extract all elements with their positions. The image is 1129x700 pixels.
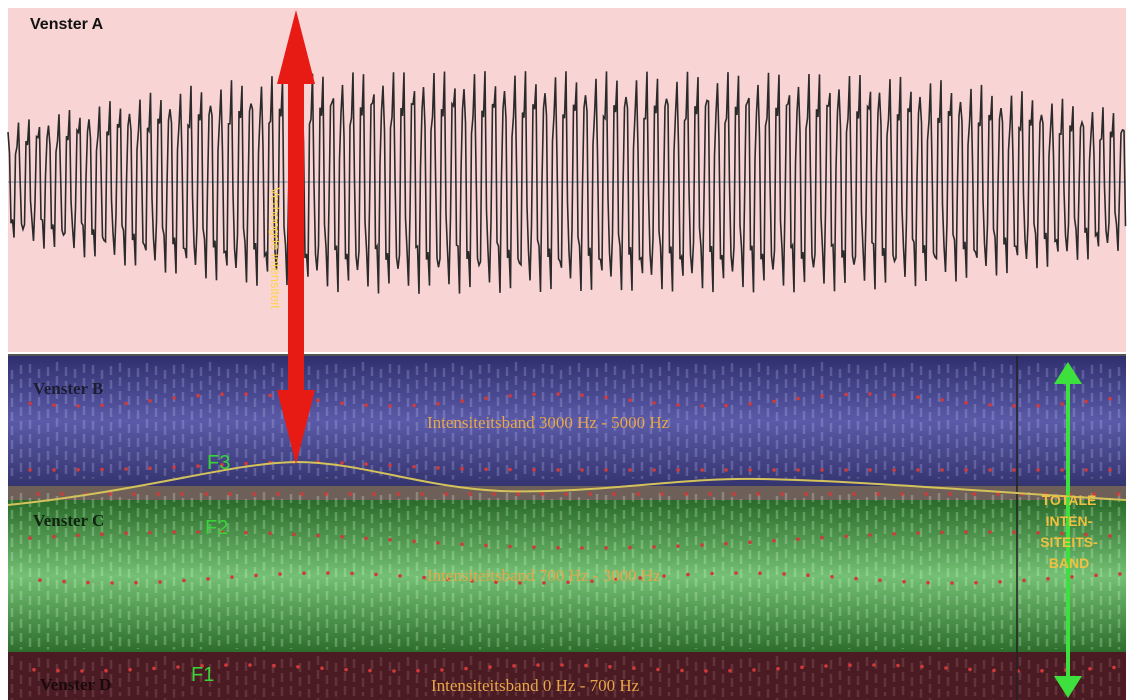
venster-a-label: Venster A: [30, 16, 104, 33]
spectrogram-stripes: [10, 362, 1121, 700]
intensity-curve: [7, 460, 1127, 506]
panel-venster-d: [8, 652, 1126, 700]
formant-dots: [28, 392, 1122, 673]
panel-b-gradient: [8, 356, 1126, 486]
formant-f3-label: F3: [207, 452, 231, 474]
green-double-arrow-icon: [1054, 362, 1082, 698]
waveform: [7, 71, 1127, 294]
band-c-label: Intensiteitsband 700 Hz - 3000 Hz: [427, 566, 661, 585]
band-b-label: Intensiteitsband 3000 Hz - 5000 Hz: [427, 413, 670, 432]
totale-line: BAND: [1048, 555, 1090, 571]
red-double-arrow-icon: [277, 10, 315, 464]
totale-band-label: TOTALE INTEN- SITEITS- BAND: [1021, 490, 1117, 574]
panel-c-gradient: [8, 500, 1126, 652]
formant-f2-label: F2: [205, 517, 229, 539]
totale-line: SITEITS-: [1040, 534, 1098, 550]
totale-line: TOTALE: [1041, 492, 1097, 508]
venster-c-label: Venster C: [33, 511, 105, 530]
venster-d-label: Venster D: [40, 675, 112, 694]
venster-b-label: Venster B: [33, 379, 104, 398]
arrow-text: Verhoogde intensiteit: [268, 187, 283, 309]
totale-line: INTEN-: [1045, 513, 1093, 529]
band-d-label: Intensiteitsband 0 Hz - 700 Hz: [431, 676, 640, 695]
formant-f1-label: F1: [191, 664, 215, 686]
